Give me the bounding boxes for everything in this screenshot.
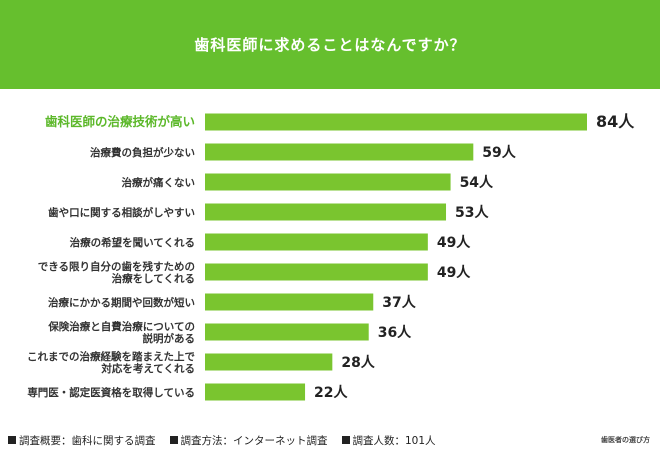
- chart-title: 歯科医師に求めることはなんですか？: [194, 36, 466, 54]
- category-label-9: 専門医・認定医資格を取得している: [27, 386, 195, 399]
- value-label-4: 49人: [437, 234, 471, 251]
- footer-item-method: 調査方法：インターネット調査: [169, 433, 328, 448]
- category-label-5-line-0: できる限り自分の歯を残すための: [38, 260, 195, 273]
- footer-item-overview: 調査概要：歯科に関する調査: [8, 433, 156, 448]
- bar-3: [205, 203, 447, 221]
- value-label-8: 28人: [341, 354, 375, 371]
- footer-item-count: 調査人数：101人: [341, 433, 436, 448]
- bar-6: [205, 293, 374, 311]
- value-label-6: 37人: [382, 294, 416, 311]
- bar-0: [205, 113, 587, 131]
- footer-count-text: 調査人数：101人: [352, 434, 436, 447]
- value-label-5: 49人: [437, 264, 471, 281]
- footer-overview-text: 調査概要：歯科に関する調査: [19, 434, 156, 447]
- brand-logo-text: 歯医者の選び方: [601, 436, 650, 444]
- header-banner: 歯科医師に求めることはなんですか？: [0, 0, 660, 89]
- category-label-3: 歯や口に関する相談がしやすい: [48, 206, 195, 219]
- bar-7: [205, 323, 369, 341]
- bar-2: [205, 173, 451, 191]
- category-label-7-line-0: 保険治療と自費治療についての: [47, 320, 195, 333]
- survey-footer: 調査概要：歯科に関する調査 調査方法：インターネット調査 調査人数：101人: [8, 432, 652, 448]
- footer-method-text: 調査方法：インターネット調査: [180, 434, 328, 447]
- category-label-1: 治療費の負担が少ない: [90, 146, 195, 159]
- square-bullet-icon: [8, 436, 16, 444]
- value-label-7: 36人: [378, 324, 412, 341]
- bar-1: [205, 143, 474, 161]
- value-label-1: 59人: [482, 144, 516, 161]
- category-label-0: 歯科医師の治療技術が高い: [45, 114, 195, 129]
- square-bullet-icon: [169, 436, 178, 444]
- value-label-2: 54人: [460, 174, 494, 191]
- category-label-7-line-1: 説明がある: [143, 332, 196, 345]
- value-label-3: 53人: [455, 204, 489, 221]
- value-label-9: 22人: [314, 384, 348, 401]
- bar-4: [205, 233, 428, 251]
- bar-chart: 84人 歯科医師の治療技術が高い 59人 治療費の負担が少ない 54人 治療が痛くない 53…: [27, 112, 635, 401]
- category-label-5-line-1: 治療をしてくれる: [112, 272, 195, 285]
- category-label-4: 治療の希望を聞いてくれる: [70, 236, 195, 249]
- category-label-6: 治療にかかる期間や回数が短い: [48, 296, 195, 309]
- bar-8: [205, 353, 333, 371]
- bar-5: [205, 263, 428, 281]
- bar-9: [205, 383, 306, 401]
- category-label-2: 治療が痛くない: [122, 176, 196, 189]
- square-bullet-icon: [341, 436, 350, 444]
- value-label-0: 84人: [596, 112, 635, 131]
- category-label-8-line-1: 対応を考えてくれる: [100, 362, 195, 375]
- category-label-8-line-0: これまでの治療経験を踏まえた上で: [27, 350, 195, 363]
